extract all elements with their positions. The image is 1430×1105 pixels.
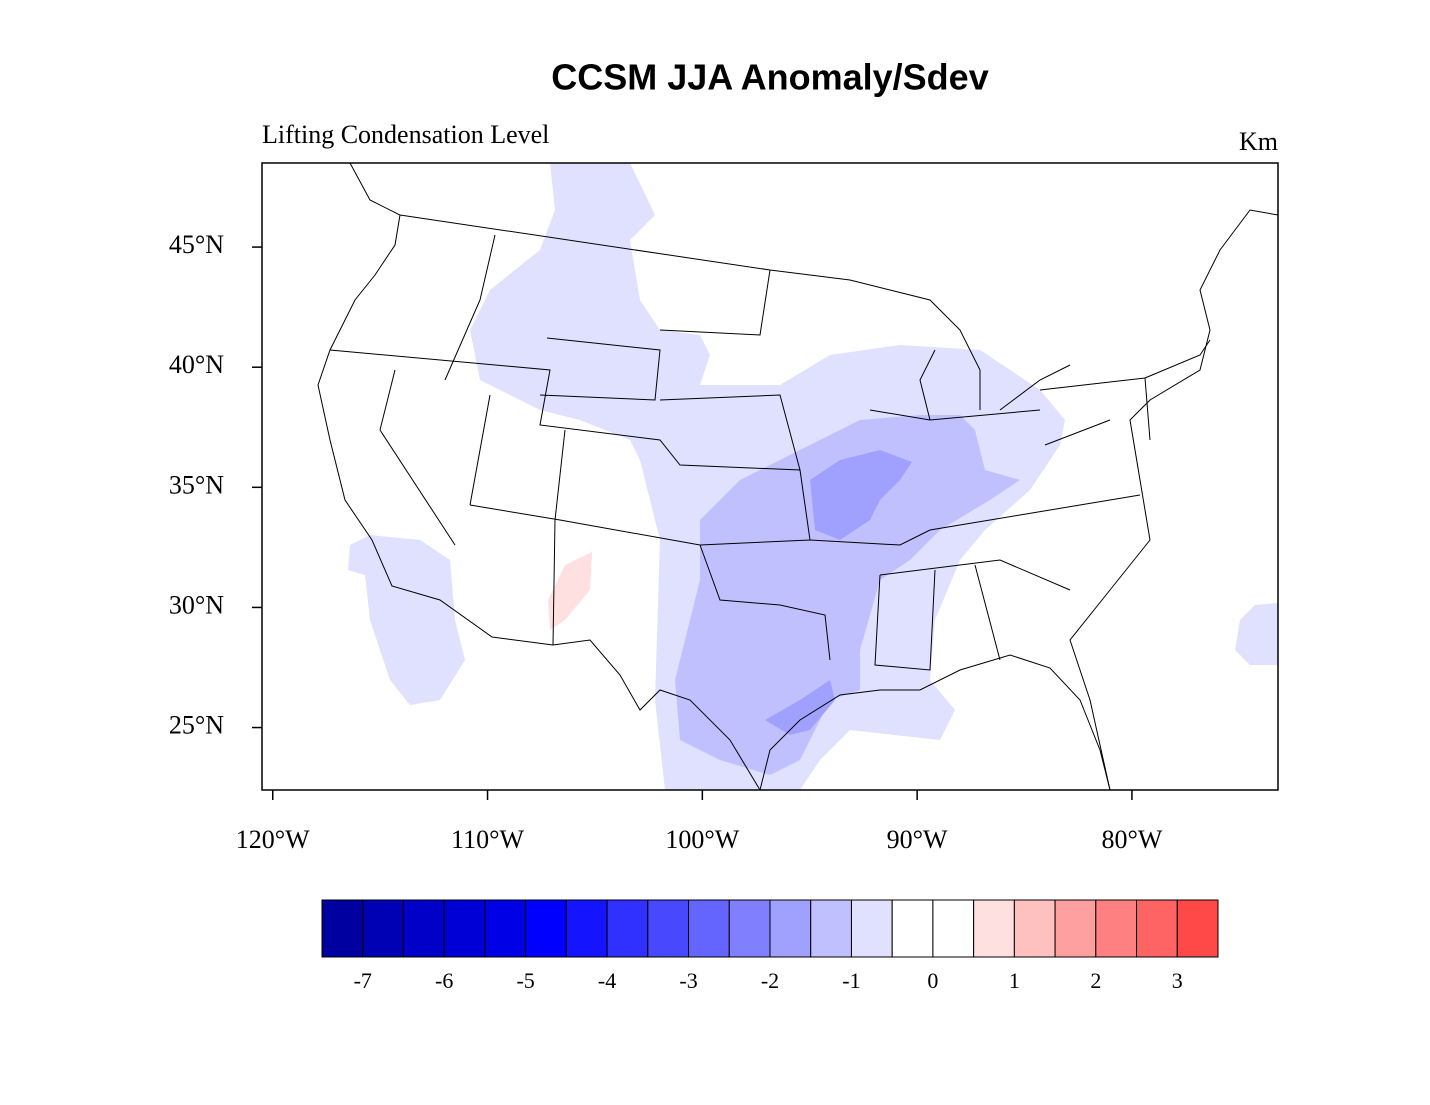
colorbar-label: 3 [1172,968,1183,993]
colorbar-box [932,899,975,958]
colorbar-box [484,899,527,958]
colorbar-box [850,899,893,958]
lon-tick-label: 80°W [1101,825,1162,854]
colorbar-label: -3 [679,968,697,993]
colorbar-label: -1 [842,968,860,993]
colorbar-label: 1 [1009,968,1020,993]
lon-tick-label: 100°W [665,825,739,854]
colorbar-box [525,899,567,958]
lon-tick-label: 120°W [236,825,310,854]
colorbar-box [647,899,690,958]
contour-fill [548,552,592,630]
state-boundaries [317,163,1278,790]
lat-tick-label: 25°N [169,711,224,740]
contour-fill [675,415,1020,775]
map-frame [261,162,1279,791]
colorbar-box [606,899,649,958]
colorbar-label: 0 [927,968,938,993]
colorbar-box [769,899,812,958]
map-body [317,163,1278,790]
colorbar-label: -2 [761,968,779,993]
left-string: Lifting Condensation Level [262,120,549,149]
colorbar-box [1095,899,1138,958]
colorbar-box [1013,899,1056,958]
colorbar-box [688,899,730,958]
contour-fill [1235,603,1278,665]
colorbar-box [973,899,1015,958]
lat-tick-label: 40°N [169,350,224,379]
colorbar-box [321,899,364,958]
colorbar-label: 2 [1090,968,1101,993]
colorbar-box [565,899,608,958]
lat-tick-label: 45°N [169,230,224,259]
title: CCSM JJA Anomaly/Sdev [551,57,988,98]
lon-tick-label: 90°W [887,825,948,854]
colorbar-box [362,899,404,958]
colorbar-box [443,899,486,958]
colorbar-box [1136,899,1178,958]
anomaly-fields [348,163,1278,790]
contour-fill [810,450,912,540]
colorbar-box [1054,899,1097,958]
right-string: Km [1239,127,1278,156]
colorbar-box [891,899,934,958]
colorbar-box [728,899,771,958]
lon-tick-label: 110°W [451,825,524,854]
colorbar-box [1176,899,1219,958]
contour-fill [765,680,835,735]
colorbar-label: -4 [598,968,616,993]
colorbar-box [810,899,852,958]
colorbar-label: -5 [516,968,534,993]
contour-fill [348,535,465,705]
lat-tick-label: 30°N [169,590,224,619]
colorbar-label: -7 [354,968,372,993]
colorbar-label: -6 [435,968,453,993]
colorbar-box [402,899,445,958]
lat-tick-label: 35°N [169,470,224,499]
